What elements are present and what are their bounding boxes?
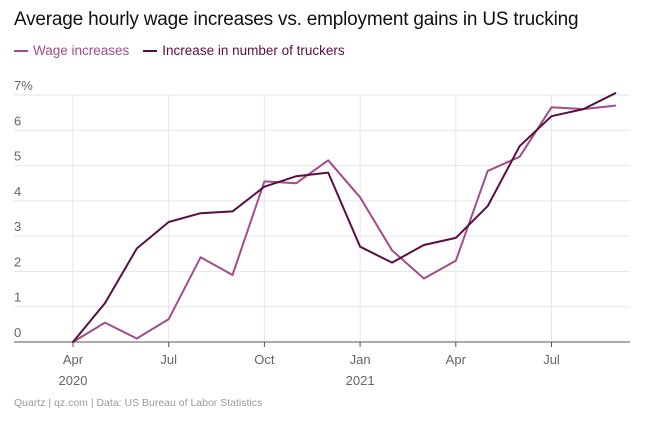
legend-swatch-wage — [14, 49, 28, 52]
chart-title: Average hourly wage increases vs. employ… — [14, 9, 579, 30]
source-footer: Quartz | qz.com | Data: US Bureau of Lab… — [14, 397, 263, 409]
x-tick-label: Apr — [446, 352, 467, 367]
series-line-trucker-increase — [72, 92, 617, 343]
legend-swatch-truckers — [143, 49, 158, 52]
y-tick-label: 0 — [14, 325, 21, 340]
y-tick-label: 7% — [14, 78, 33, 93]
y-tick-label: 6 — [14, 113, 21, 128]
chart-legend: Wage increases Increase in number of tru… — [14, 43, 345, 58]
x-tick-label: Apr — [63, 352, 84, 367]
x-tick-year-label: 2020 — [59, 373, 88, 388]
x-tick-year-label: 2021 — [346, 373, 375, 388]
x-tick-label: Jul — [160, 352, 177, 367]
x-tick-label: Jul — [543, 352, 560, 367]
legend-item-wage: Wage increases — [14, 43, 129, 58]
y-tick-label: 1 — [14, 290, 21, 305]
legend-item-truckers: Increase in number of truckers — [143, 43, 345, 58]
x-tick-label: Jan — [350, 352, 371, 367]
series-line-wage-increases — [72, 104, 617, 343]
y-tick-label: 5 — [14, 149, 21, 164]
y-tick-label: 3 — [14, 219, 21, 234]
y-tick-label: 4 — [14, 184, 21, 199]
legend-label-wage: Wage increases — [33, 43, 130, 58]
y-tick-label: 2 — [14, 254, 21, 269]
legend-label-truckers: Increase in number of truckers — [162, 43, 345, 58]
x-tick-label: Oct — [254, 352, 275, 367]
